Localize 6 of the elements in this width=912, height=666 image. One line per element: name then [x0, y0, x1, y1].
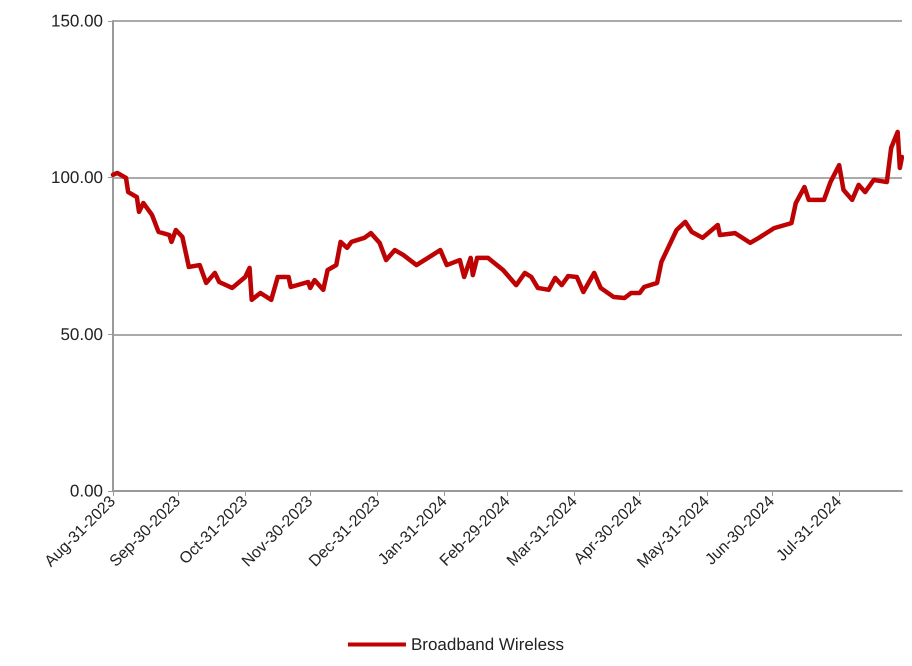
y-tick-label: 100.00 [51, 168, 103, 188]
line-series [110, 130, 904, 302]
legend-label: Broadband Wireless [410, 635, 564, 654]
y-tick-label: 50.00 [60, 324, 103, 344]
y-tick-label: 0.00 [70, 482, 103, 500]
y-tick-label: 150.00 [51, 12, 103, 30]
